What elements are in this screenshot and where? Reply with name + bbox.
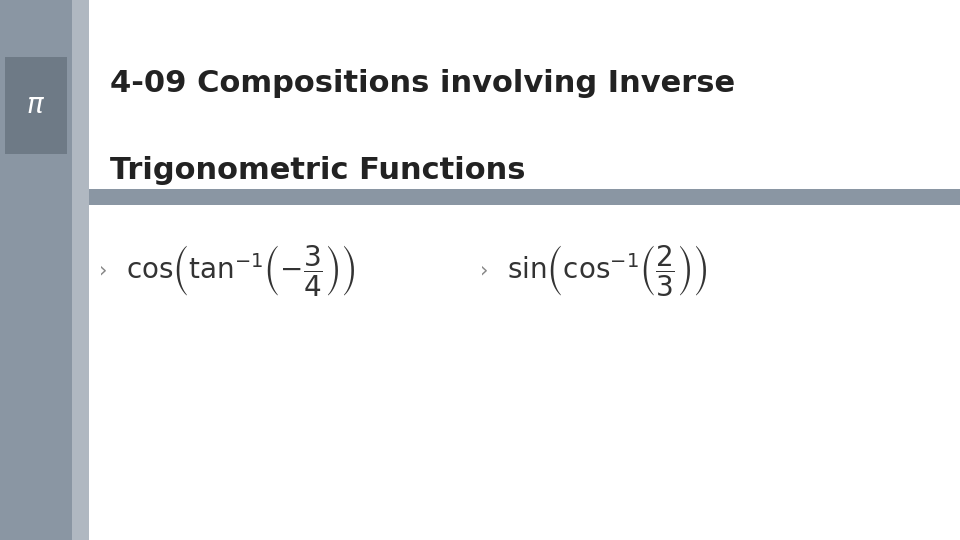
- FancyBboxPatch shape: [72, 0, 89, 540]
- Text: $\pi$: $\pi$: [27, 91, 45, 119]
- FancyBboxPatch shape: [0, 0, 72, 540]
- Text: 4-09 Compositions involving Inverse: 4-09 Compositions involving Inverse: [110, 69, 735, 98]
- Text: $\sin\!\left(\cos^{-1}\!\left(\dfrac{2}{3}\right)\right)$: $\sin\!\left(\cos^{-1}\!\left(\dfrac{2}{…: [507, 242, 708, 298]
- FancyBboxPatch shape: [5, 57, 67, 154]
- FancyBboxPatch shape: [89, 0, 960, 189]
- Text: $\cos\!\left(\tan^{-1}\!\left(-\dfrac{3}{4}\right)\right)$: $\cos\!\left(\tan^{-1}\!\left(-\dfrac{3}…: [126, 242, 355, 298]
- FancyBboxPatch shape: [89, 205, 960, 540]
- FancyBboxPatch shape: [89, 0, 960, 205]
- Text: Trigonometric Functions: Trigonometric Functions: [110, 156, 526, 185]
- Text: ›: ›: [480, 260, 489, 280]
- Text: ›: ›: [99, 260, 108, 280]
